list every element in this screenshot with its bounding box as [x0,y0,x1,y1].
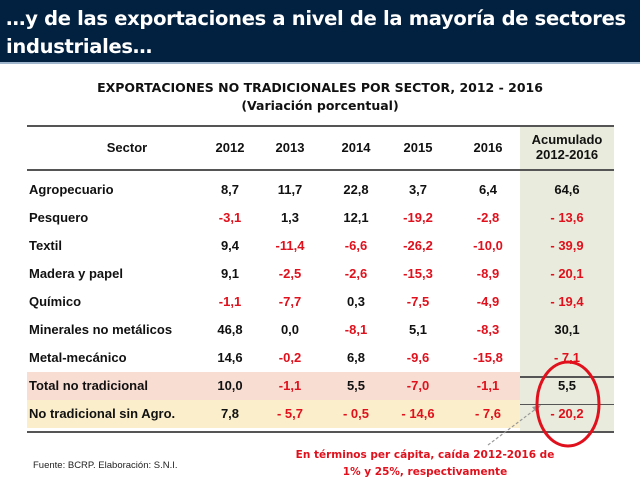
source-note: Fuente: BCRP. Elaboración: S.N.I. [33,460,178,471]
table-row: Pesquero -3,1 1,3 12,1 -19,2 -2,8 - 13,6 [27,204,614,232]
cell-value: 0,0 [280,322,300,337]
cell-value: -1,1 [278,378,302,393]
cell-value: -9,6 [406,350,430,365]
cell-value: -6,6 [344,238,368,253]
cell-accumulated: 5,5 [557,378,577,393]
cell-value: -26,2 [403,238,433,253]
cell-value: -1,1 [476,378,500,393]
cell-value: 14,6 [217,350,243,365]
highlight-circle [535,360,601,448]
cell-value: -15,8 [473,350,503,365]
cell-value: -2,8 [476,210,500,225]
header-accumulated-range: 2012-2016 [535,147,599,162]
cell-accumulated: - 20,2 [550,406,584,421]
cell-value: -7,5 [406,294,430,309]
row-sector: Químico [29,294,82,309]
header-accumulated-label: Acumulado [531,132,603,147]
cell-value: -4,9 [476,294,500,309]
cell-value: -3,1 [218,210,242,225]
table-header-row: Sector 2012 2013 2014 2015 2016 Acumulado 2012-… [27,126,614,169]
annotation-note: En términos per cápita, caída 2012-2016 … [290,447,560,481]
header-year: 2014 [341,140,371,155]
cell-value: -1,1 [218,294,242,309]
table-row: No tradicional sin Agro. 7,8 - 5,7 - 0,5 - 1… [27,400,614,428]
row-sector: No tradicional sin Agro. [29,406,176,421]
cell-value: -7,7 [278,294,302,309]
table-row: Madera y papel 9,1 -2,5 -2,6 -15,3 -8,9 - 20,1 [27,260,614,288]
cell-value: 9,4 [220,238,240,253]
row-sector: Agropecuario [29,182,114,197]
cell-value: -11,4 [275,238,305,253]
cell-value: -10,0 [473,238,503,253]
cell-value: 5,5 [346,378,366,393]
cell-value: 6,4 [478,182,498,197]
row-sector: Madera y papel [29,266,123,281]
cell-value: 3,7 [408,182,428,197]
cell-value: 7,8 [220,406,240,421]
slide-title: …y de las exportaciones a nivel de la ma… [6,7,626,58]
cell-value: - 0,5 [342,406,369,421]
header-year: 2016 [473,140,503,155]
cell-accumulated: - 39,9 [550,238,584,253]
cell-value: 11,7 [277,182,303,197]
cell-value: 5,1 [408,322,428,337]
table-rule [27,431,614,433]
cell-value: -2,6 [344,266,368,281]
table-row: Minerales no metálicos 46,8 0,0 -8,1 5,1 -8,3… [27,316,614,344]
cell-value: 0,3 [346,294,366,309]
row-sector: Textil [29,238,62,253]
cell-value: -8,3 [476,322,500,337]
cell-value: 1,3 [280,210,300,225]
cell-value: -8,9 [476,266,500,281]
cell-accumulated: - 19,4 [550,294,584,309]
cell-value: -7,0 [406,378,430,393]
cell-value: 12,1 [343,210,369,225]
cell-value: -15,3 [403,266,433,281]
table-rule [27,125,614,127]
header-year: 2012 [215,140,245,155]
row-sector: Pesquero [29,210,89,225]
cell-value: 6,8 [346,350,366,365]
table-title: EXPORTACIONES NO TRADICIONALES POR SECTO… [97,80,543,95]
cell-value: 22,8 [343,182,369,197]
cell-accumulated: - 20,1 [550,266,584,281]
table-row: Textil 9,4 -11,4 -6,6 -26,2 -10,0 - 39,9 [27,232,614,260]
header-year: 2015 [403,140,433,155]
cell-value: 8,7 [220,182,240,197]
header-sector: Sector [106,140,148,155]
cell-value: -2,5 [278,266,302,281]
cell-value: - 7,6 [474,406,501,421]
cell-accumulated: 64,6 [554,182,580,197]
cell-value: -0,2 [278,350,302,365]
slide-header: …y de las exportaciones a nivel de la ma… [0,0,640,64]
header-year: 2013 [275,140,305,155]
table-row: Químico -1,1 -7,7 0,3 -7,5 -4,9 - 19,4 [27,288,614,316]
cell-accumulated: - 13,6 [550,210,584,225]
table-subtitle: (Variación porcentual) [241,98,399,113]
cell-value: 9,1 [220,266,240,281]
table-row: Total no tradicional 10,0 -1,1 5,5 -7,0 -1,1 5… [27,372,614,400]
cell-accumulated: 30,1 [554,322,580,337]
cell-value: 10,0 [217,378,243,393]
cell-value: 46,8 [217,322,243,337]
header-accumulated: Acumulado 2012-2016 [517,132,617,162]
cell-value: -19,2 [403,210,433,225]
note-line-1: En términos per cápita, caída 2012-2016 … [295,449,555,461]
row-sector: Total no tradicional [29,378,148,393]
note-line-2: 1% y 25%, respectivamente [342,466,508,478]
table-row: Agropecuario 8,7 11,7 22,8 3,7 6,4 64,6 [27,176,614,204]
cell-value: - 5,7 [276,406,303,421]
table-rule [27,169,614,171]
cell-value: -8,1 [344,322,368,337]
arrow-line [487,407,538,446]
cell-value: - 14,6 [401,406,435,421]
row-sector: Metal-mecánico [29,350,127,365]
row-sector: Minerales no metálicos [29,322,173,337]
